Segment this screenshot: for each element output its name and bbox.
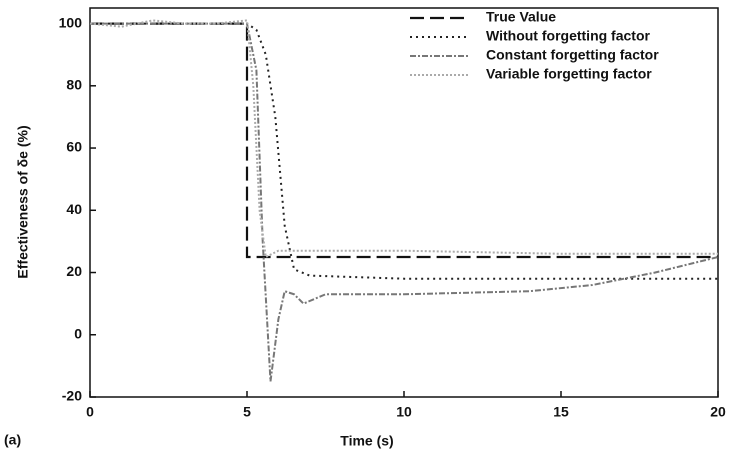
series-line xyxy=(90,22,718,280)
y-axis-label: Effectiveness of δe (%) xyxy=(15,125,31,278)
legend-label: Without forgetting factor xyxy=(486,28,651,44)
series-line xyxy=(90,22,719,382)
x-tick-label: 20 xyxy=(710,404,726,420)
x-tick-label: 10 xyxy=(396,404,412,420)
series-line xyxy=(90,22,718,259)
series-line xyxy=(89,19,718,259)
y-tick-label: 0 xyxy=(74,325,82,341)
y-tick-label: 40 xyxy=(66,201,82,217)
x-tick-label: 0 xyxy=(86,404,94,420)
y-tick-label: 60 xyxy=(66,139,82,155)
y-tick-label: 100 xyxy=(59,14,83,30)
legend-label: True Value xyxy=(486,9,556,25)
panel-label: (a) xyxy=(4,432,21,448)
y-tick-label: 80 xyxy=(66,77,82,93)
x-tick-label: 15 xyxy=(553,404,569,420)
x-tick-label: 5 xyxy=(243,404,251,420)
y-tick-label: 20 xyxy=(66,263,82,279)
y-tick-label: -20 xyxy=(62,388,82,404)
legend-label: Variable forgetting factor xyxy=(486,66,652,82)
legend-label: Constant forgetting factor xyxy=(486,47,659,63)
x-axis-label: Time (s) xyxy=(340,433,393,449)
